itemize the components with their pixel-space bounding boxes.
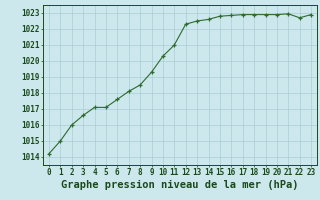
X-axis label: Graphe pression niveau de la mer (hPa): Graphe pression niveau de la mer (hPa)	[61, 180, 299, 190]
